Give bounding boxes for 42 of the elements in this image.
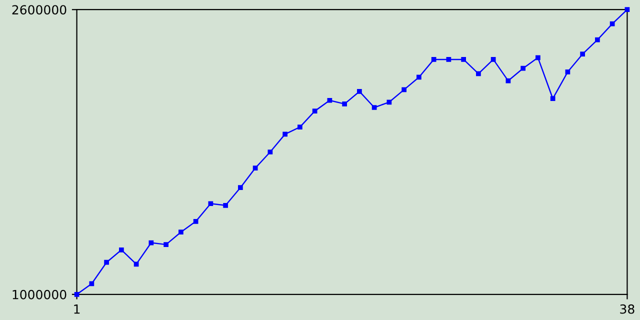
point	[148, 240, 154, 246]
point	[312, 108, 318, 114]
point	[431, 57, 436, 62]
point	[536, 55, 540, 60]
x-tick-label: 38	[620, 304, 634, 314]
point	[268, 150, 273, 154]
point	[372, 105, 377, 110]
point	[610, 21, 615, 26]
point	[402, 87, 406, 92]
point	[550, 96, 556, 102]
point	[74, 292, 80, 297]
point	[446, 57, 452, 62]
y-tick-label: 1000000	[12, 290, 66, 300]
point	[238, 185, 243, 190]
point	[342, 102, 347, 106]
point	[282, 132, 288, 137]
point	[476, 71, 481, 76]
point	[223, 202, 228, 208]
point	[164, 242, 168, 247]
point	[580, 52, 586, 57]
x-tick-label: 1	[74, 304, 80, 314]
point	[298, 124, 302, 130]
point	[193, 218, 198, 224]
point	[89, 281, 94, 286]
point	[506, 78, 511, 84]
point	[386, 100, 392, 105]
point	[520, 66, 526, 71]
point	[595, 37, 600, 42]
point	[357, 89, 362, 94]
point	[134, 262, 139, 267]
point	[624, 7, 630, 12]
point	[565, 69, 570, 74]
point	[416, 74, 422, 80]
y-tick-label: 2600000	[12, 5, 66, 15]
point	[118, 247, 124, 252]
point	[252, 166, 258, 170]
point	[461, 57, 466, 62]
point	[104, 260, 109, 265]
point	[327, 98, 332, 103]
point	[208, 201, 214, 206]
point	[490, 57, 496, 62]
point	[178, 230, 184, 235]
